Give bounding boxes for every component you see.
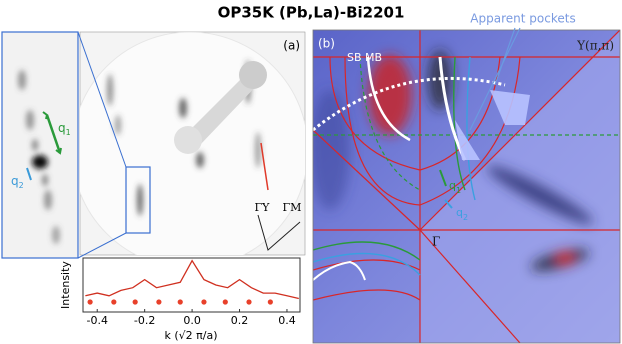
- intensity-line: [85, 259, 299, 300]
- peak-dot: [87, 299, 93, 305]
- x-tick-label: 0.4: [278, 314, 296, 327]
- panel-a-label: (a): [283, 39, 300, 53]
- peak-dot: [222, 299, 228, 305]
- panel-b-label: (b): [318, 37, 335, 51]
- sb-mb-label: SB MB: [347, 51, 382, 64]
- b-q1-sub: 1: [456, 186, 461, 195]
- y-point-label: Y(π,π): [576, 39, 614, 53]
- peak-dot: [111, 299, 117, 305]
- peak-dot: [177, 299, 183, 305]
- gamma-label: Γ: [432, 235, 440, 249]
- pocket-arrows: [469, 27, 521, 131]
- q1-label: q1: [58, 121, 71, 137]
- x-tick-label: 0.2: [231, 314, 249, 327]
- apparent-pockets-label: Apparent pockets: [470, 12, 575, 26]
- peak-dot: [246, 299, 252, 305]
- peak-dot: [201, 299, 207, 305]
- q2-label: q2: [11, 174, 24, 190]
- panel-b-frame: [312, 29, 621, 344]
- b-q1-label: q1: [449, 179, 461, 195]
- gamma-m-label: ΓM: [283, 201, 302, 214]
- b-q1-base: q: [449, 179, 456, 192]
- inset-panel: q1 q2: [1, 31, 79, 259]
- peak-dot: [267, 299, 273, 305]
- b-q2-label: q2: [456, 206, 468, 222]
- panel-a: (a) ΓY ΓM: [77, 31, 306, 259]
- q1-base: q: [58, 121, 66, 135]
- figure-title: OP35K (Pb,La)-Bi2201: [218, 4, 405, 22]
- peak-dot: [156, 299, 162, 305]
- panel-b: [313, 30, 620, 343]
- gamma-y-label: ΓY: [255, 201, 271, 214]
- q2-base: q: [11, 174, 19, 188]
- peak-dot: [132, 299, 138, 305]
- b-q2-base: q: [456, 206, 463, 219]
- b-q2-sub: 2: [463, 213, 468, 222]
- q1-sub: 1: [66, 128, 71, 137]
- y-axis-label: Intensity: [59, 261, 72, 309]
- x-tick-label: -0.2: [134, 314, 155, 327]
- x-axis-label: k (√2 π/a): [164, 329, 217, 342]
- x-tick-label: -0.4: [86, 314, 107, 327]
- q2-sub: 2: [19, 181, 24, 190]
- x-tick-label: 0.0: [183, 314, 201, 327]
- plot-frame: [82, 257, 301, 313]
